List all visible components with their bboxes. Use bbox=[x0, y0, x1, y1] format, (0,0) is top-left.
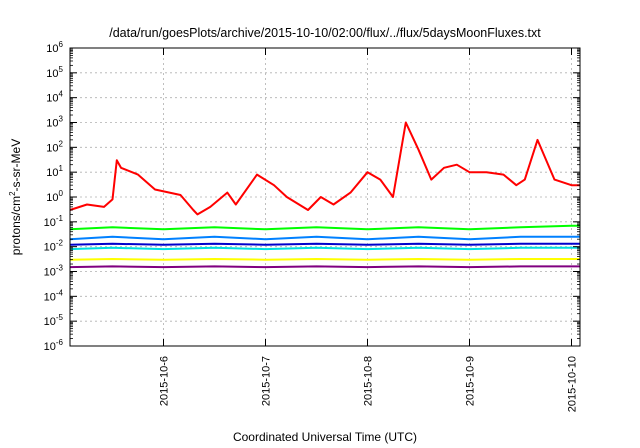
series-line-0 bbox=[69, 121, 580, 216]
y-tick-label-base: 10 bbox=[46, 167, 58, 179]
y-tick-label-base: 10 bbox=[44, 341, 56, 353]
series-line-4 bbox=[69, 242, 580, 246]
y-tick-label-base: 10 bbox=[46, 142, 58, 154]
y-tick-label-exponent: 2 bbox=[59, 139, 64, 148]
series-line-6 bbox=[69, 265, 580, 269]
y-tick-label: 10-4 bbox=[44, 288, 64, 303]
y-axis-label-prefix: protons/cm bbox=[9, 196, 23, 255]
y-tick-label-exponent: 5 bbox=[59, 65, 64, 74]
y-tick-label: 10-3 bbox=[44, 264, 64, 279]
y-tick-label: 104 bbox=[46, 90, 63, 105]
y-tick-label-base: 10 bbox=[46, 118, 58, 130]
y-tick-label: 106 bbox=[46, 40, 63, 55]
x-tick-label: 2015-10-10 bbox=[567, 356, 579, 412]
y-tick-label-exponent: 0 bbox=[59, 189, 64, 198]
y-axis-label-exponent: 2 bbox=[8, 191, 17, 196]
y-tick-label-exponent: -4 bbox=[56, 288, 64, 297]
y-tick-label-base: 10 bbox=[44, 316, 56, 328]
y-tick-label-exponent: -1 bbox=[56, 214, 64, 223]
y-tick-label-base: 10 bbox=[46, 68, 58, 80]
y-tick-label-base: 10 bbox=[44, 217, 56, 229]
y-tick-label-exponent: 4 bbox=[59, 90, 64, 99]
y-tick-label-exponent: -5 bbox=[56, 313, 64, 322]
chart-title: /data/run/goesPlots/archive/2015-10-10/0… bbox=[109, 26, 541, 40]
y-axis-label: protons/cm2-s-sr-MeV bbox=[8, 139, 23, 255]
y-tick-label: 10-2 bbox=[44, 239, 64, 254]
y-tick-label: 105 bbox=[46, 65, 63, 80]
series-line-1 bbox=[69, 224, 580, 231]
series-line-5 bbox=[69, 258, 580, 261]
y-tick-label-base: 10 bbox=[46, 192, 58, 204]
y-tick-label-base: 10 bbox=[46, 93, 58, 105]
x-tick-label: 2015-10-9 bbox=[465, 356, 477, 406]
y-tick-label-exponent: -6 bbox=[56, 338, 64, 347]
y-tick-label-base: 10 bbox=[44, 267, 56, 279]
y-tick-label-exponent: 1 bbox=[59, 164, 64, 173]
series-line-3 bbox=[69, 246, 580, 251]
y-tick-label-base: 10 bbox=[46, 43, 58, 55]
x-axis-label: Coordinated Universal Time (UTC) bbox=[233, 430, 417, 444]
y-tick-label-base: 10 bbox=[44, 291, 56, 303]
grid-lines bbox=[70, 48, 580, 346]
y-tick-label: 101 bbox=[46, 164, 63, 179]
y-tick-label-exponent: -3 bbox=[56, 264, 64, 273]
y-tick-label-exponent: 6 bbox=[59, 40, 64, 49]
y-tick-label: 100 bbox=[46, 189, 63, 204]
y-tick-label-base: 10 bbox=[44, 242, 56, 254]
x-axis-ticks: 2015-10-6 2015-10-7 2015-10-8 2015-10-9 2015… bbox=[159, 48, 579, 412]
y-tick-label: 103 bbox=[46, 115, 63, 130]
y-tick-label-exponent: -2 bbox=[56, 239, 64, 248]
y-axis-ticks: 10-610-510-410-310-210-11001011021031041… bbox=[44, 40, 580, 353]
x-tick-label: 2015-10-7 bbox=[261, 356, 273, 406]
y-axis-label-suffix: -s-sr-MeV bbox=[9, 139, 23, 192]
series-line-2 bbox=[69, 235, 580, 241]
y-tick-label: 10-1 bbox=[44, 214, 64, 229]
x-tick-label: 2015-10-8 bbox=[363, 356, 375, 406]
y-tick-label: 10-5 bbox=[44, 313, 64, 328]
series-layer bbox=[69, 121, 580, 269]
y-tick-label: 10-6 bbox=[44, 338, 64, 353]
x-tick-label: 2015-10-6 bbox=[159, 356, 171, 406]
y-tick-label-exponent: 3 bbox=[59, 115, 64, 124]
y-tick-label: 102 bbox=[46, 139, 63, 154]
